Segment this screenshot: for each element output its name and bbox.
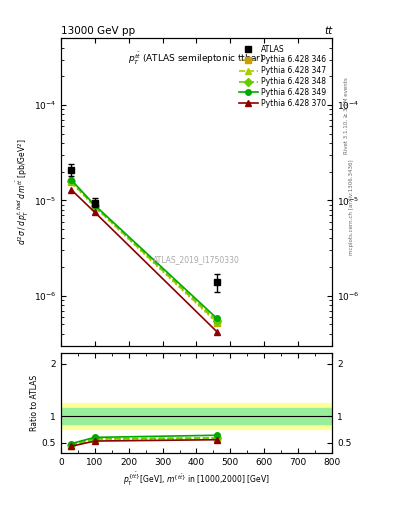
Pythia 6.428 370 xyxy=(215,329,219,335)
Y-axis label: Ratio to ATLAS: Ratio to ATLAS xyxy=(30,375,39,431)
Pythia 6.428 348 xyxy=(69,178,73,184)
Line: Pythia 6.428 349: Pythia 6.428 349 xyxy=(68,177,220,321)
Line: Pythia 6.428 348: Pythia 6.428 348 xyxy=(68,178,220,323)
X-axis label: $p_T^{\{t\bar{t}\}}$[GeV], $m^{\{t\bar{t}\}}$ in [1000,2000] [GeV]: $p_T^{\{t\bar{t}\}}$[GeV], $m^{\{t\bar{t… xyxy=(123,471,270,488)
Text: $p_T^{t\bar{t}}$ (ATLAS semileptonic ttbar): $p_T^{t\bar{t}}$ (ATLAS semileptonic ttb… xyxy=(129,51,264,67)
Line: Pythia 6.428 346: Pythia 6.428 346 xyxy=(68,180,220,326)
Y-axis label: $d^2\sigma\,/\,d\,p_T^{t,had}\,d\,m^{t\bar{t}}$ [pb/GeV$^2$]: $d^2\sigma\,/\,d\,p_T^{t,had}\,d\,m^{t\b… xyxy=(15,139,31,245)
Pythia 6.428 347 xyxy=(92,204,97,210)
Text: tt: tt xyxy=(324,26,332,36)
Text: ATLAS_2019_I1750330: ATLAS_2019_I1750330 xyxy=(153,255,240,264)
Bar xyxy=(61,403,332,430)
Pythia 6.428 348 xyxy=(215,317,219,324)
Legend: ATLAS, Pythia 6.428 346, Pythia 6.428 347, Pythia 6.428 348, Pythia 6.428 349, P: ATLAS, Pythia 6.428 346, Pythia 6.428 34… xyxy=(237,42,328,111)
Pythia 6.428 347 xyxy=(215,319,219,325)
Line: Pythia 6.428 370: Pythia 6.428 370 xyxy=(68,187,220,334)
Text: mcplots.cern.ch [arXiv:1306.3436]: mcplots.cern.ch [arXiv:1306.3436] xyxy=(349,160,354,255)
Pythia 6.428 346 xyxy=(92,204,97,210)
Text: Rivet 3.1.10, ≥ 3.2M events: Rivet 3.1.10, ≥ 3.2M events xyxy=(344,77,349,154)
Pythia 6.428 346 xyxy=(69,179,73,185)
Pythia 6.428 349 xyxy=(215,315,219,322)
Pythia 6.428 346 xyxy=(215,320,219,326)
Pythia 6.428 370 xyxy=(69,186,73,193)
Bar xyxy=(61,409,332,424)
Pythia 6.428 349 xyxy=(69,177,73,183)
Pythia 6.428 370 xyxy=(92,209,97,216)
Text: 13000 GeV pp: 13000 GeV pp xyxy=(61,26,135,36)
Pythia 6.428 349 xyxy=(92,202,97,208)
Pythia 6.428 347 xyxy=(69,178,73,184)
Pythia 6.428 348 xyxy=(92,203,97,209)
Line: Pythia 6.428 347: Pythia 6.428 347 xyxy=(68,179,220,325)
